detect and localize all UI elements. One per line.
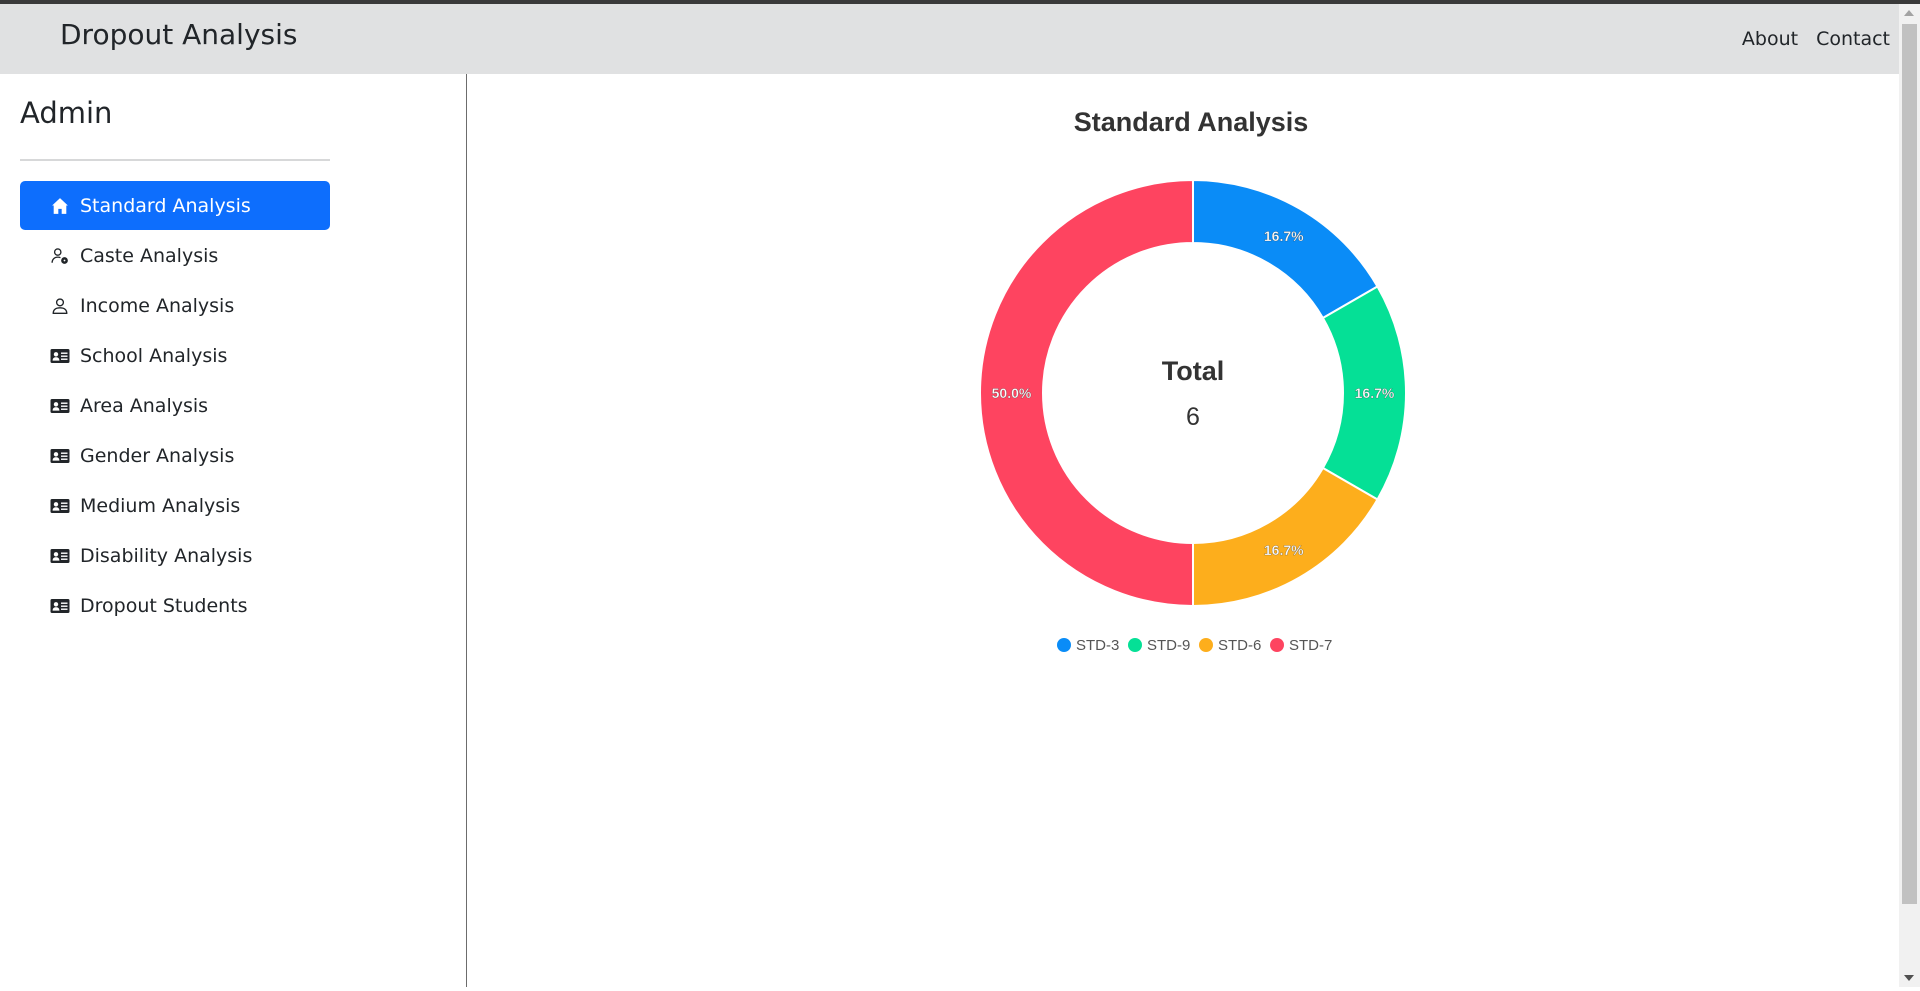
sidebar-item-label: Standard Analysis xyxy=(80,194,251,217)
chart-center-value: 6 xyxy=(1186,403,1200,431)
scroll-thumb[interactable] xyxy=(1902,24,1917,904)
chart-legend: STD-3 STD-9 STD-6 STD-7 xyxy=(1057,637,1332,654)
sidebar-item-gender-analysis[interactable]: Gender Analysis xyxy=(20,431,330,480)
sidebar: Admin Standard Analysis Caste Analysis Inc… xyxy=(0,74,467,987)
legend-item-std-9[interactable]: STD-9 xyxy=(1128,637,1190,654)
nav-link-about[interactable]: About xyxy=(1741,28,1799,50)
id-card-icon xyxy=(49,595,71,617)
legend-label: STD-6 xyxy=(1218,637,1261,654)
person-icon xyxy=(49,295,71,317)
navbar: Dropout Analysis About Contact xyxy=(0,4,1899,74)
id-card-icon xyxy=(49,545,71,567)
chart-title: Standard Analysis xyxy=(1074,107,1309,137)
legend-item-std-7[interactable]: STD-7 xyxy=(1270,637,1332,654)
sidebar-item-label: Income Analysis xyxy=(80,294,235,317)
sidebar-item-medium-analysis[interactable]: Medium Analysis xyxy=(20,481,330,530)
chart-slice-std-3[interactable] xyxy=(1192,178,1379,320)
window-top-strip xyxy=(0,0,1920,4)
chart-slice-std-7[interactable] xyxy=(979,178,1194,608)
sidebar-item-label: School Analysis xyxy=(80,344,228,367)
id-card-icon xyxy=(49,345,71,367)
id-card-icon xyxy=(49,495,71,517)
chart-slice-label: 50.0% xyxy=(992,385,1032,401)
sidebar-item-label: Dropout Students xyxy=(80,594,248,617)
chart-slice-label: 16.7% xyxy=(1264,228,1304,244)
sidebar-title: Admin xyxy=(20,96,113,130)
legend-label: STD-9 xyxy=(1147,637,1190,654)
chart-slice-label: 16.7% xyxy=(1355,385,1395,401)
legend-item-std-3[interactable]: STD-3 xyxy=(1057,637,1119,654)
nav-link-contact[interactable]: Contact xyxy=(1816,28,1890,50)
brand-title[interactable]: Dropout Analysis xyxy=(60,18,298,51)
nav-links: About Contact xyxy=(1742,28,1890,50)
chart-center-label: Total xyxy=(1162,356,1225,386)
legend-marker xyxy=(1199,638,1213,652)
sidebar-divider xyxy=(20,159,330,161)
sidebar-item-standard-analysis[interactable]: Standard Analysis xyxy=(20,181,330,230)
sidebar-item-disability-analysis[interactable]: Disability Analysis xyxy=(20,531,330,580)
sidebar-item-label: Area Analysis xyxy=(80,394,209,417)
legend-marker xyxy=(1057,638,1071,652)
chart-slice-labels: 16.7% 16.7% 16.7% 50.0% xyxy=(991,228,1395,559)
sidebar-item-area-analysis[interactable]: Area Analysis xyxy=(20,381,330,430)
sidebar-item-income-analysis[interactable]: Income Analysis xyxy=(20,281,330,330)
sidebar-item-school-analysis[interactable]: School Analysis xyxy=(20,331,330,380)
scroll-up-arrow-icon[interactable] xyxy=(1904,10,1914,16)
chart-slice-label: 16.7% xyxy=(1264,542,1304,558)
sidebar-item-dropout-students[interactable]: Dropout Students xyxy=(20,581,330,630)
chart-slices xyxy=(979,178,1407,608)
legend-label: STD-7 xyxy=(1289,637,1332,654)
sidebar-item-label: Disability Analysis xyxy=(80,544,253,567)
sidebar-item-label: Caste Analysis xyxy=(80,244,219,267)
id-card-icon xyxy=(49,445,71,467)
donut-chart: Standard Analysis 16.7% 16.7% 16.7% 50.0% T… xyxy=(979,107,1407,654)
legend-label: STD-3 xyxy=(1076,637,1119,654)
sidebar-menu: Standard Analysis Caste Analysis Income An… xyxy=(20,181,330,631)
page-scrollbar[interactable] xyxy=(1899,4,1920,987)
house-icon xyxy=(49,195,71,217)
sidebar-item-label: Gender Analysis xyxy=(80,444,235,467)
main-content: Standard Analysis 16.7% 16.7% 16.7% 50.0% T… xyxy=(468,74,1899,987)
scroll-down-arrow-icon[interactable] xyxy=(1904,975,1914,981)
sidebar-item-label: Medium Analysis xyxy=(80,494,241,517)
legend-item-std-6[interactable]: STD-6 xyxy=(1199,637,1261,654)
legend-marker xyxy=(1270,638,1284,652)
legend-marker xyxy=(1128,638,1142,652)
chart-slice-std-6[interactable] xyxy=(1192,466,1379,608)
id-card-icon xyxy=(49,395,71,417)
person-gear-icon xyxy=(49,245,71,267)
sidebar-item-caste-analysis[interactable]: Caste Analysis xyxy=(20,231,330,280)
